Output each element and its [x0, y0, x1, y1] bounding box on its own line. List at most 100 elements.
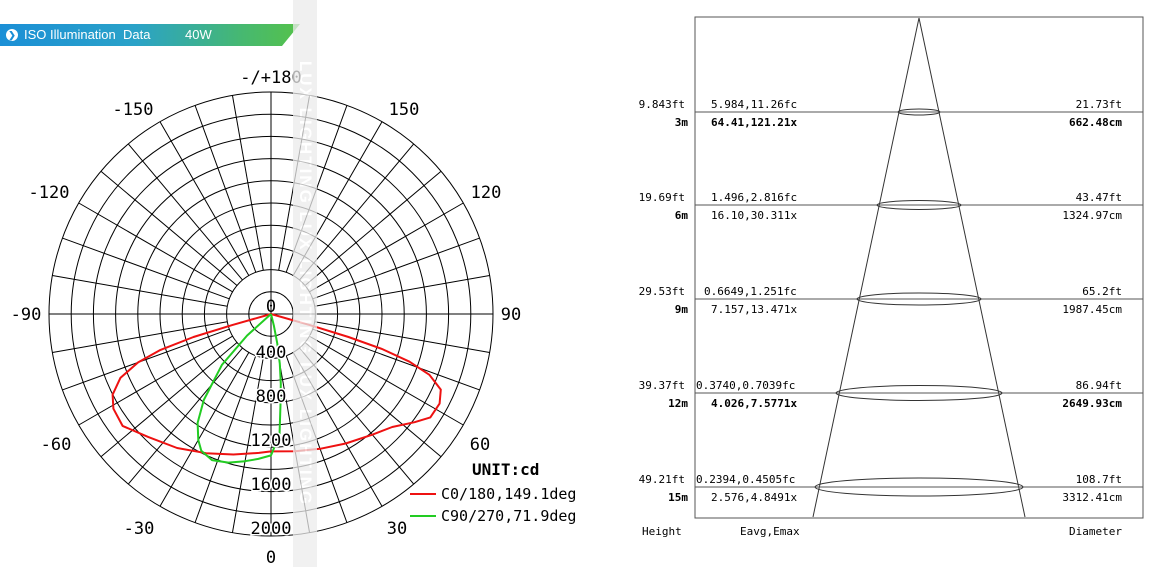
legend-label-c90: C90/270,71.9deg: [441, 507, 576, 525]
beam-spot-ellipse: [814, 477, 1024, 497]
polar-spoke: [159, 121, 250, 276]
unit-label: UNIT:cd: [472, 460, 539, 479]
height-ft: 49.21ft: [639, 473, 685, 486]
angle-tick-label: -60: [41, 435, 72, 455]
eavg-fc: 1.496,2.816fc: [711, 191, 797, 204]
polar-spoke: [299, 143, 415, 281]
cone-edge-right: [918, 17, 1026, 518]
eavg-lx: 2.576,4.8491x: [711, 491, 797, 504]
polar-spoke: [127, 347, 243, 485]
watermark-text: LUX LIGHTING LUX LIGHTING LUX LIGHTING: [296, 60, 315, 507]
diameter-cm: 3312.41cm: [1062, 491, 1122, 504]
polar-spoke: [314, 321, 490, 354]
polar-spoke: [312, 328, 480, 391]
radial-tick-label: 1600: [251, 475, 292, 495]
beam-spot-ellipse: [856, 292, 982, 306]
polar-spoke: [231, 95, 264, 271]
polar-spoke: [159, 352, 250, 507]
eavg-lx: 16.10,30.311x: [711, 209, 797, 222]
polar-spoke: [231, 357, 264, 533]
column-header-eavg: Eavg,Emax: [740, 525, 800, 538]
polar-spoke: [309, 335, 464, 426]
polar-series-line: [111, 313, 442, 456]
polar-spoke: [78, 335, 233, 426]
angle-tick-label: 120: [471, 183, 502, 203]
angle-tick-label: -30: [124, 519, 155, 539]
polar-series: [111, 313, 442, 464]
polar-spoke: [100, 170, 238, 286]
angle-tick-label: -120: [29, 183, 70, 203]
polar-spoke: [314, 274, 490, 307]
eavg-lx: 4.026,7.5771x: [711, 397, 797, 410]
polar-spoke: [309, 202, 464, 293]
polar-spoke: [304, 170, 442, 286]
polar-spoke: [62, 328, 230, 391]
diameter-cm: 2649.93cm: [1062, 397, 1122, 410]
polar-spoke: [127, 143, 243, 281]
column-header-height: Height: [642, 525, 682, 538]
beam-spot-ellipse: [876, 200, 962, 210]
cone-frame: [694, 16, 1144, 519]
eavg-fc: 0.2394,0.4505fc: [696, 473, 795, 486]
section-tag-background: [0, 24, 300, 46]
angle-tick-label: 60: [470, 435, 490, 455]
height-ft: 19.69ft: [639, 191, 685, 204]
watermark: LUX LIGHTING LUX LIGHTING LUX LIGHTING: [293, 0, 317, 567]
angle-tick-label: 0: [266, 548, 276, 567]
diameter-ft: 86.94ft: [1076, 379, 1122, 392]
polar-labels: -/+180 -150 150 -120 120 -90 90 -60 60 -30 30 0 0 400…: [11, 68, 522, 567]
eavg-fc: 5.984,11.26fc: [711, 98, 797, 111]
polar-spoke: [304, 342, 442, 458]
polar-series-line: [196, 313, 282, 464]
height-m: 6m: [675, 209, 689, 222]
radial-tick-label: 1200: [251, 431, 292, 451]
eavg-lx: 64.41,121.21x: [711, 116, 797, 129]
legend-label-c0: C0/180,149.1deg: [441, 485, 576, 503]
diameter-ft: 108.7ft: [1076, 473, 1122, 486]
cone-shape: [812, 17, 1026, 518]
diameter-ft: 43.47ft: [1076, 191, 1122, 204]
section-title: ISO Illumination Data: [24, 27, 151, 42]
radial-tick-label: 800: [256, 387, 287, 407]
diameter-cm: 1324.97cm: [1062, 209, 1122, 222]
height-ft: 9.843ft: [639, 98, 685, 111]
height-m: 15m: [668, 491, 688, 504]
radial-tick-label: 400: [256, 343, 287, 363]
eavg-lx: 7.157,13.471x: [711, 303, 797, 316]
eavg-fc: 0.6649,1.251fc: [704, 285, 797, 298]
cone-rows: 9.843ft 3m 5.984,11.26fc 64.41,121.21x 21.73…: [639, 98, 1143, 504]
polar-spoke: [62, 237, 230, 300]
angle-tick-label: -90: [11, 305, 42, 325]
polar-spoke: [78, 202, 233, 293]
chevron-right-icon: ❯: [6, 29, 18, 41]
polar-spoke: [52, 274, 228, 307]
column-header-diameter: Diameter: [1069, 525, 1122, 538]
angle-tick-label: 90: [501, 305, 521, 325]
diameter-cm: 1987.45cm: [1062, 303, 1122, 316]
height-m: 12m: [668, 397, 688, 410]
polar-candela-chart: -/+180 -150 150 -120 120 -90 90 -60 60 -30 30 0 0 400…: [11, 68, 577, 567]
eavg-fc: 0.3740,0.7039fc: [696, 379, 795, 392]
cone-edge-left: [812, 17, 920, 518]
diameter-ft: 65.2ft: [1082, 285, 1122, 298]
height-ft: 39.37ft: [639, 379, 685, 392]
section-tag: ❯ ISO Illumination Data 40W: [0, 24, 305, 46]
power-rating: 40W: [185, 27, 212, 42]
height-m: 3m: [675, 116, 689, 129]
radial-tick-label: 0: [266, 297, 276, 317]
diameter-cm: 662.48cm: [1069, 116, 1122, 129]
angle-tick-label: 150: [389, 100, 420, 120]
polar-spoke: [194, 355, 257, 523]
beam-spot-ellipse: [835, 385, 1003, 401]
angle-tick-label: -150: [113, 100, 154, 120]
beam-spot-ellipse: [897, 108, 941, 116]
height-ft: 29.53ft: [639, 285, 685, 298]
polar-spoke: [100, 342, 238, 458]
angle-tick-label: -/+180: [240, 68, 301, 88]
height-m: 9m: [675, 303, 689, 316]
radial-tick-label: 2000: [251, 519, 292, 539]
polar-spoke: [194, 105, 257, 273]
angle-tick-label: 30: [387, 519, 407, 539]
polar-spoke: [312, 237, 480, 300]
polar-spoke: [299, 347, 415, 485]
